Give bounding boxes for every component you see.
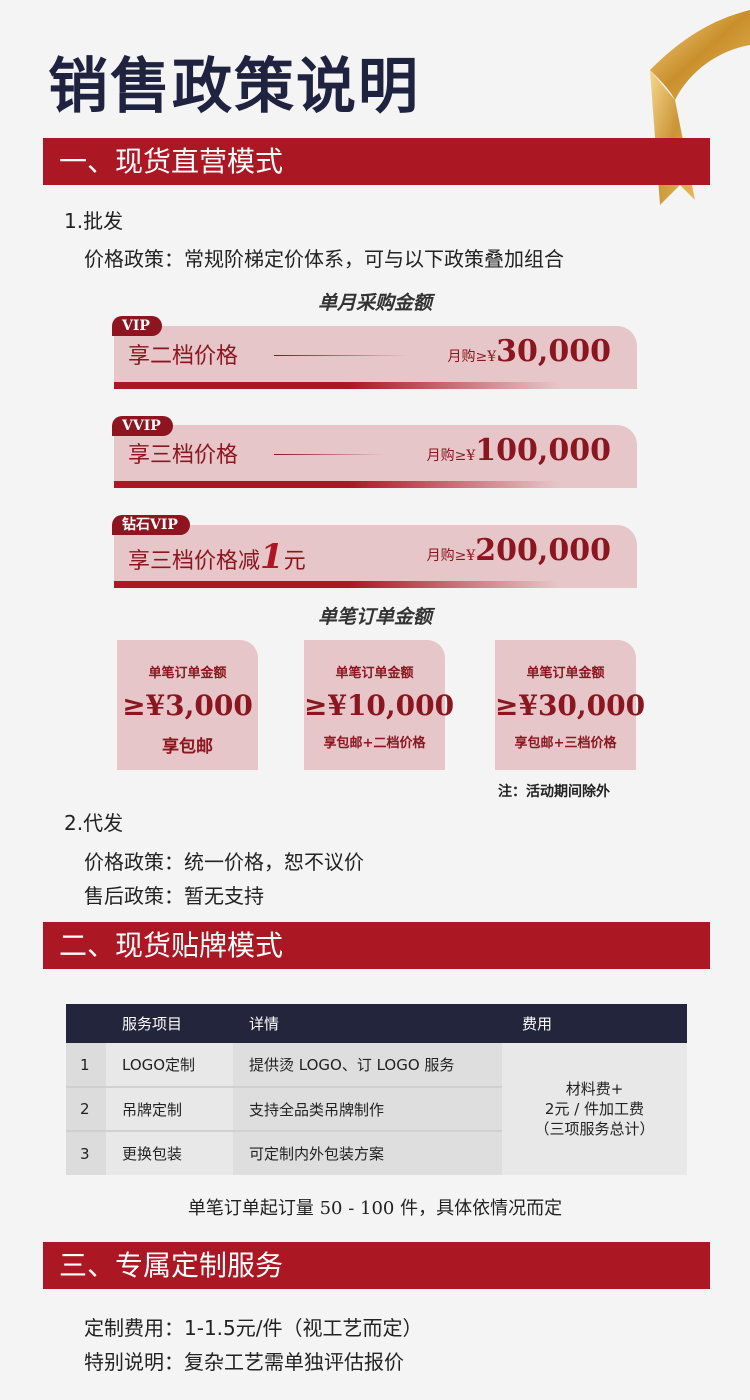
tier-vvip: 享三档价格 月购≥¥100,000 xyxy=(114,425,637,488)
table-header: 服务项目 详情 费用 xyxy=(66,1004,687,1043)
row-detail: 支持全品类吊牌制作 xyxy=(233,1087,502,1132)
order-card: 单笔订单金额 ≥¥3,000 享包邮 xyxy=(117,640,258,770)
tier-label: 享三档价格 xyxy=(128,443,239,468)
order-card-title: 单笔订单金额 xyxy=(526,666,605,681)
table-row: 3 更换包装 可定制内外包装方案 xyxy=(66,1131,687,1175)
moq-text: 单笔订单起订量 50 - 100 件，具体依情况而定 xyxy=(187,1198,563,1219)
wholesale-heading: 1.批发 xyxy=(64,209,124,233)
section-header-oem: 二、现货贴牌模式 xyxy=(43,922,710,969)
custom-fee: 定制费用：1-1.5元/件（视工艺而定） xyxy=(84,1316,423,1340)
order-card-benefit: 享包邮 xyxy=(162,737,213,757)
fee-cell: 材料费+ 2元 / 件加工费 （三项服务总计） xyxy=(502,1043,687,1175)
tier-prefix: 月购≥¥ xyxy=(426,548,476,564)
order-card: 单笔订单金额 ≥¥10,000 享包邮+二档价格 xyxy=(304,640,455,770)
row-number: 2 xyxy=(66,1087,106,1132)
row-detail: 提供烫 LOGO、订 LOGO 服务 xyxy=(233,1043,502,1088)
section-header-custom: 三、专属定制服务 xyxy=(43,1242,710,1289)
order-card-title: 单笔订单金额 xyxy=(335,666,414,681)
oem-service-table: 服务项目 详情 费用 1 LOGO定制 提供烫 LOGO、订 LOGO 服务 材… xyxy=(66,1004,687,1175)
fee-line: 材料费+ xyxy=(565,1080,624,1098)
tier-label-number: 1 xyxy=(260,537,284,577)
tier-amount: 30,000 xyxy=(496,334,611,369)
note: 注：活动期间除外 xyxy=(498,784,610,800)
tier-prefix: 月购≥¥ xyxy=(447,349,497,365)
col-header xyxy=(66,1004,106,1043)
order-card: 单笔订单金额 ≥¥30,000 享包邮+三档价格 xyxy=(495,640,646,770)
tier-amount: 100,000 xyxy=(475,433,611,468)
order-card-amount: ≥¥3,000 xyxy=(122,689,253,722)
page-title: 销售政策说明 xyxy=(48,52,420,122)
col-header: 费用 xyxy=(502,1004,687,1043)
order-card-benefit: 享包邮+二档价格 xyxy=(323,736,426,751)
dropship-heading: 2.代发 xyxy=(64,811,124,835)
badge-diamond-vip: 钻石VIP xyxy=(112,515,190,535)
dropship-price: 价格政策：统一价格，恕不议价 xyxy=(84,850,364,874)
row-item: 更换包装 xyxy=(106,1131,233,1175)
custom-note: 特别说明：复杂工艺需单独评估报价 xyxy=(84,1350,404,1374)
section-header-direct: 一、现货直营模式 xyxy=(43,138,710,185)
col-header: 详情 xyxy=(233,1004,502,1043)
row-detail: 可定制内外包装方案 xyxy=(233,1131,502,1175)
order-card-benefit: 享包邮+三档价格 xyxy=(514,736,617,751)
tier-prefix: 月购≥¥ xyxy=(426,448,476,464)
wholesale-policy: 价格政策：常规阶梯定价体系，可与以下政策叠加组合 xyxy=(84,247,564,271)
row-item: LOGO定制 xyxy=(106,1043,233,1088)
table-row: 1 LOGO定制 提供烫 LOGO、订 LOGO 服务 材料费+ 2元 / 件加… xyxy=(66,1043,687,1175)
tier-diamond-vip: 享三档价格减1元 月购≥¥200,000 xyxy=(114,525,637,588)
tier-label: 享二档价格 xyxy=(128,344,239,369)
badge-vip: VIP xyxy=(112,316,162,336)
dropship-after-sale: 售后政策：暂无支持 xyxy=(84,884,264,908)
fee-line: （三项服务总计） xyxy=(534,1120,655,1138)
tier-amount: 200,000 xyxy=(475,533,611,568)
order-caption: 单笔订单金额 xyxy=(317,606,432,628)
col-header: 服务项目 xyxy=(106,1004,233,1043)
tier-label-tail: 元 xyxy=(283,549,306,574)
monthly-caption: 单月采购金额 xyxy=(317,292,432,314)
badge-vvip: VVIP xyxy=(112,416,173,436)
row-number: 3 xyxy=(66,1131,106,1175)
order-card-amount: ≥¥10,000 xyxy=(304,689,455,722)
order-card-amount: ≥¥30,000 xyxy=(495,689,646,722)
row-number: 1 xyxy=(66,1043,106,1088)
order-card-title: 单笔订单金额 xyxy=(148,666,227,681)
table-row: 2 吊牌定制 支持全品类吊牌制作 xyxy=(66,1087,687,1132)
row-item: 吊牌定制 xyxy=(106,1087,233,1132)
tier-label: 享三档价格减 xyxy=(128,549,261,574)
fee-line: 2元 / 件加工费 xyxy=(544,1100,645,1118)
tier-vip: 享二档价格 月购≥¥30,000 xyxy=(114,326,637,389)
